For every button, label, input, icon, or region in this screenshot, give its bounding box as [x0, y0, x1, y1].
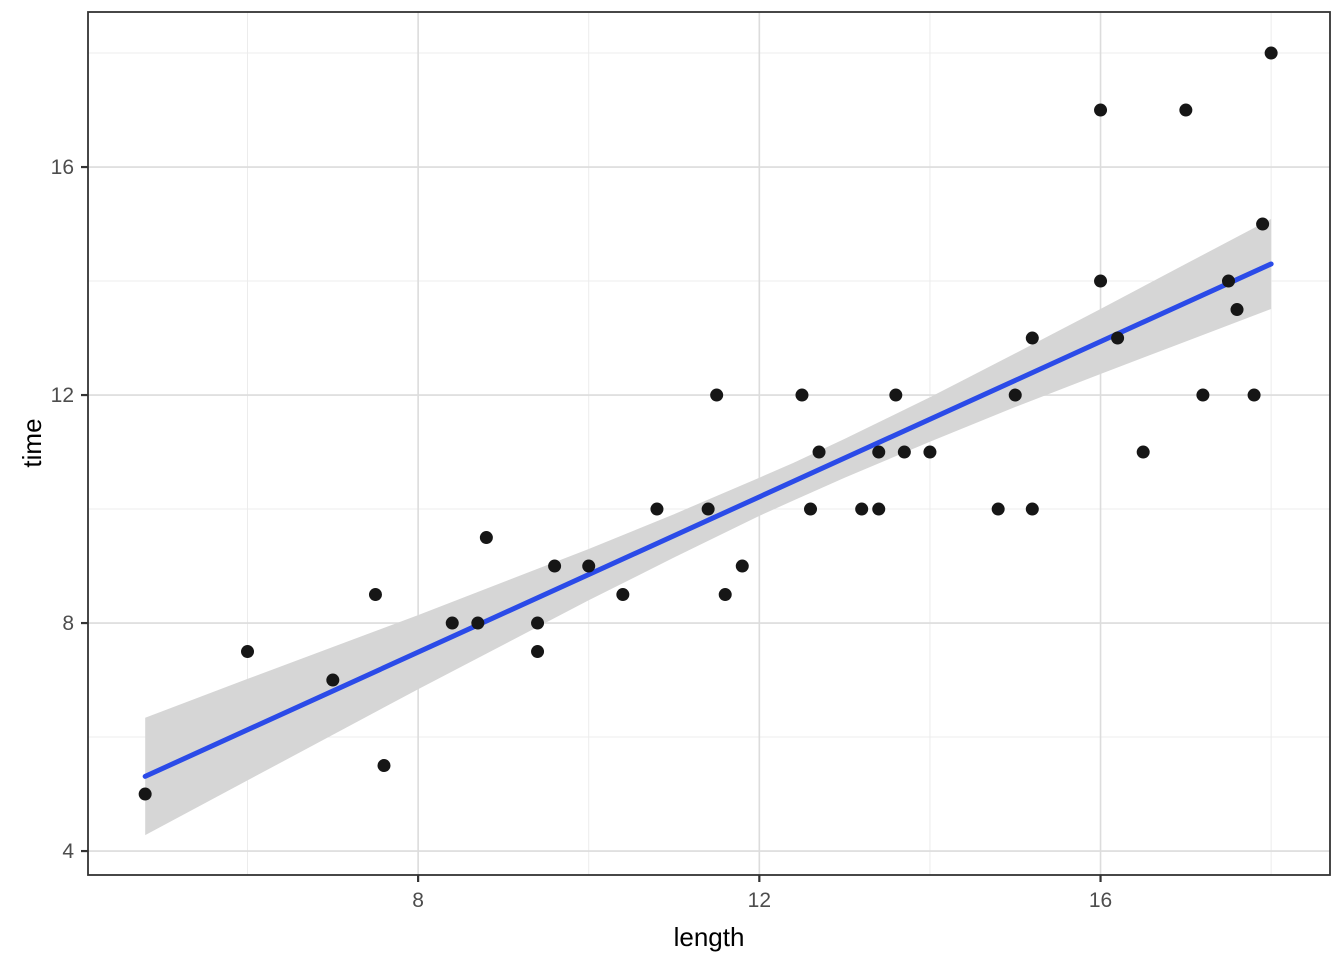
- data-point: [326, 673, 340, 687]
- y-tick-label: 4: [62, 840, 74, 863]
- data-point: [650, 502, 664, 516]
- data-point: [377, 759, 391, 773]
- data-point: [368, 588, 382, 602]
- data-point: [718, 588, 732, 602]
- data-point: [616, 588, 630, 602]
- data-point: [138, 787, 152, 801]
- x-tick-label: 12: [748, 889, 771, 912]
- data-point: [889, 388, 903, 402]
- data-point: [1111, 331, 1125, 345]
- data-point: [812, 445, 826, 459]
- data-point: [241, 645, 255, 659]
- data-point: [1196, 388, 1210, 402]
- data-point: [1008, 388, 1022, 402]
- panel-border: [87, 11, 1331, 876]
- data-point: [872, 445, 886, 459]
- y-axis-title: time: [17, 418, 47, 468]
- data-point: [1247, 388, 1261, 402]
- data-point: [1256, 217, 1270, 231]
- confidence-band: [145, 218, 1272, 836]
- data-point: [735, 559, 749, 573]
- x-tick-label: 16: [1089, 889, 1112, 912]
- data-point: [1221, 274, 1235, 288]
- data-point: [855, 502, 869, 516]
- regression-line: [142, 261, 1274, 779]
- data-point: [471, 616, 485, 630]
- data-point: [701, 502, 715, 516]
- data-point: [531, 645, 545, 659]
- data-point: [710, 388, 724, 402]
- data-point: [479, 531, 493, 545]
- y-tick-label: 16: [51, 156, 74, 179]
- data-point: [923, 445, 937, 459]
- data-point: [1025, 331, 1039, 345]
- data-point: [897, 445, 911, 459]
- data-point: [804, 502, 818, 516]
- data-point: [582, 559, 596, 573]
- data-point: [1025, 502, 1039, 516]
- data-point: [445, 616, 459, 630]
- data-point: [795, 388, 809, 402]
- data-point: [991, 502, 1005, 516]
- y-tick-label: 12: [51, 384, 74, 407]
- data-point: [872, 502, 886, 516]
- data-point: [1179, 103, 1193, 117]
- data-point: [1094, 274, 1108, 288]
- data-point: [1230, 303, 1244, 317]
- data-point: [531, 616, 545, 630]
- x-axis-title: length: [673, 922, 745, 952]
- data-point: [1094, 103, 1108, 117]
- y-tick-label: 8: [62, 612, 74, 635]
- x-tick-label: 8: [412, 889, 424, 912]
- data-point: [548, 559, 562, 573]
- data-point: [1136, 445, 1150, 459]
- data-point: [1264, 46, 1278, 60]
